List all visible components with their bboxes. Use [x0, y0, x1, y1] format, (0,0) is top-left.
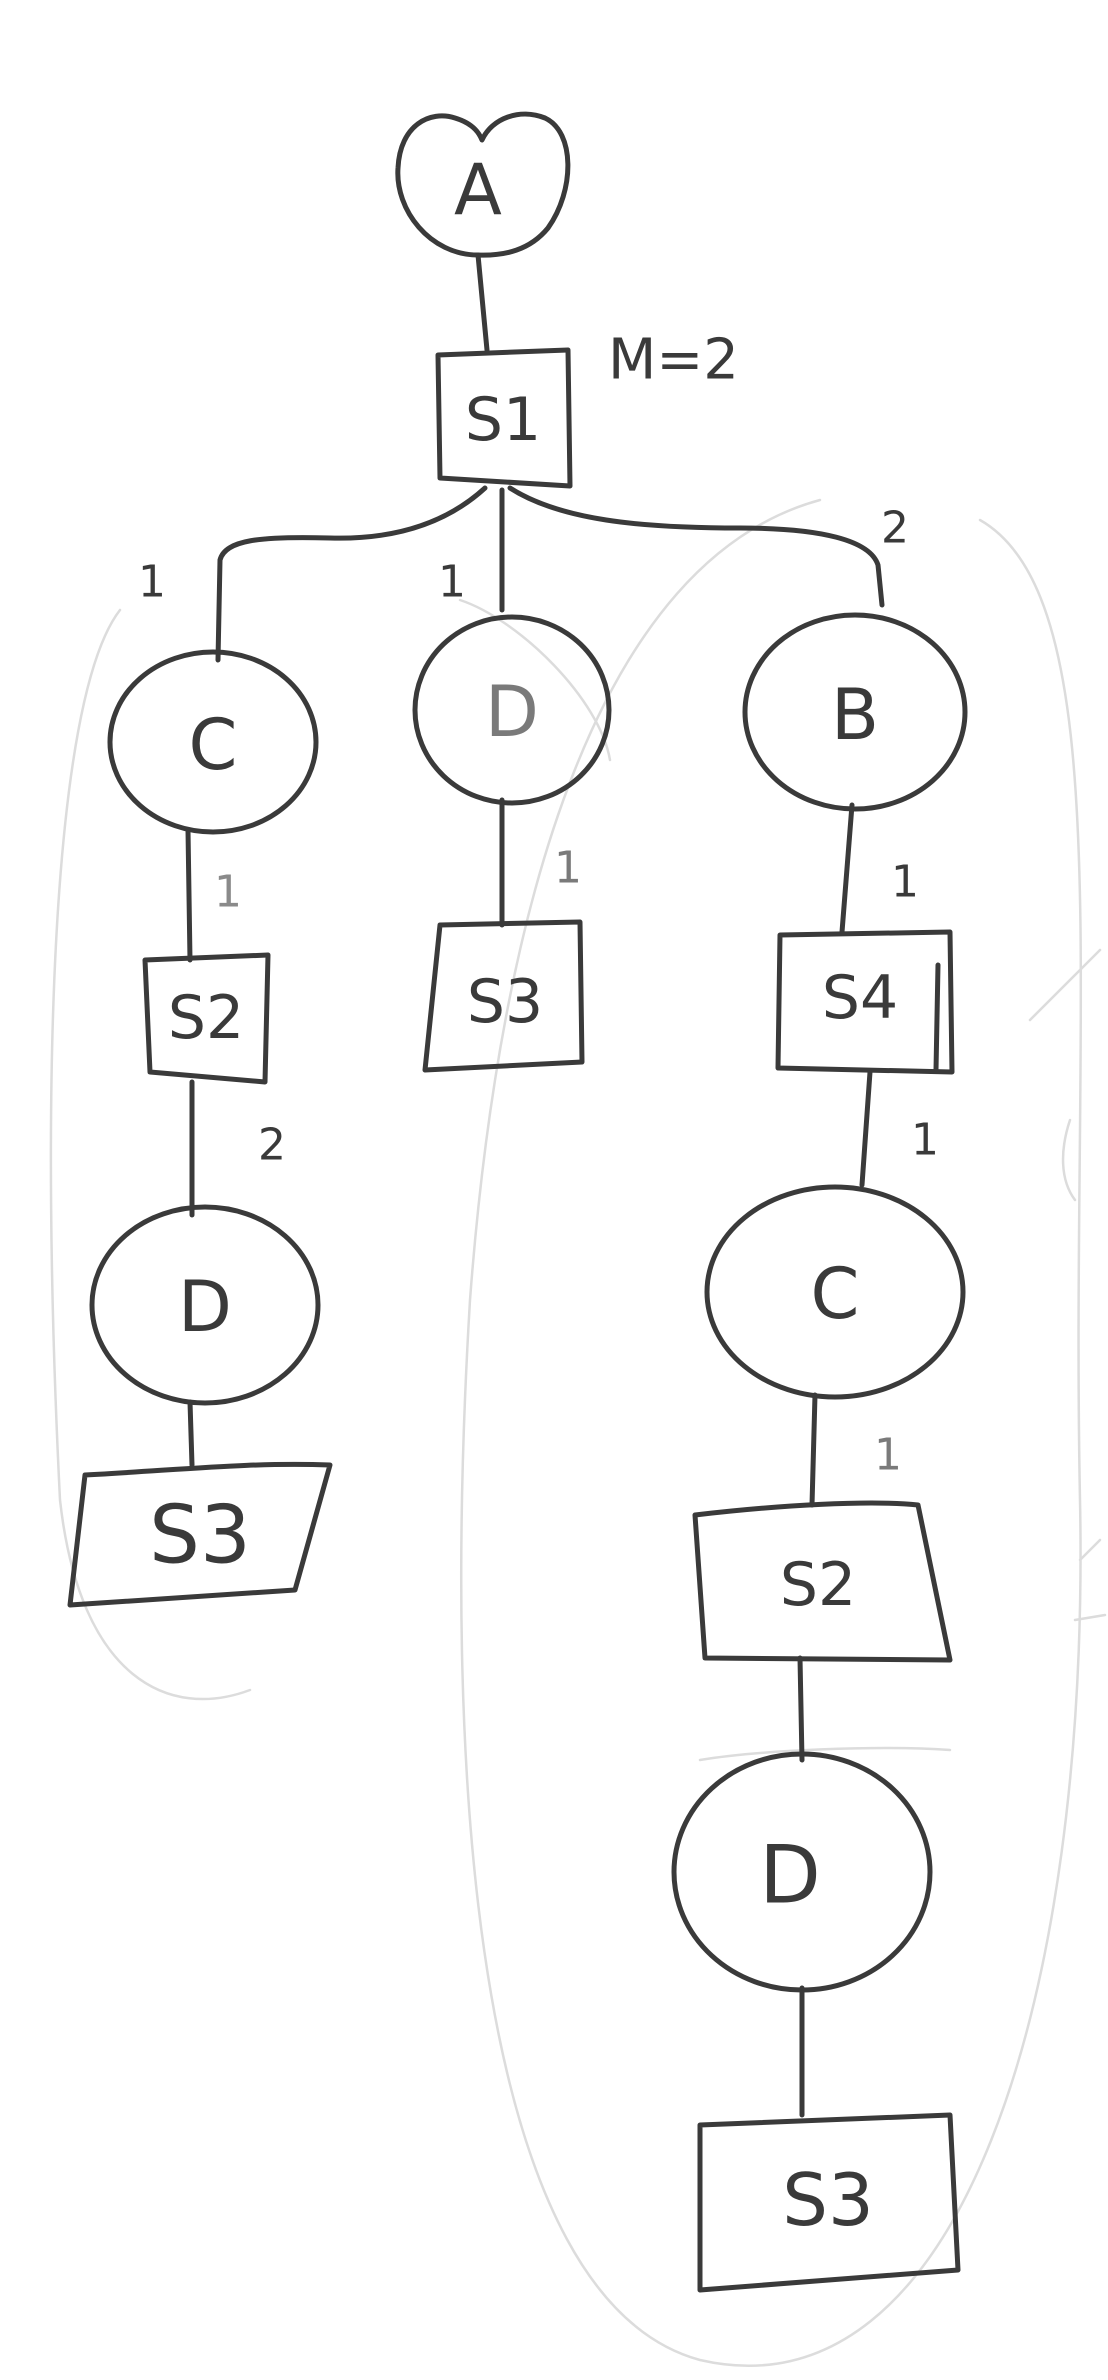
edge-s4-c	[859, 1069, 873, 1188]
node-s3-mid: S3	[422, 919, 585, 1073]
node-c-right: C	[704, 1184, 966, 1400]
svg-text:S3: S3	[782, 2158, 874, 2242]
svg-text:S2: S2	[168, 983, 244, 1053]
edge-label-s1-b: 2	[881, 503, 909, 554]
node-d-mid: D	[412, 614, 612, 806]
node-s3-right: S3	[697, 2112, 961, 2293]
edge-s1-c	[215, 485, 488, 663]
edge-d-s3-left	[187, 1399, 195, 1468]
svg-text:S2: S2	[780, 1550, 856, 1620]
node-s2-right: S2	[692, 1500, 953, 1663]
faint-group-outlines	[49, 498, 1107, 2367]
svg-text:D: D	[485, 671, 539, 753]
svg-text:S4: S4	[822, 963, 898, 1033]
node-a: A	[395, 111, 571, 258]
svg-text:B: B	[831, 674, 879, 756]
svg-text:D: D	[759, 1829, 821, 1922]
svg-text:S3: S3	[467, 967, 543, 1037]
svg-text:A: A	[454, 149, 502, 231]
edge-b-s4	[839, 802, 855, 935]
nodes: A S1 M=2 C S2 D S3 D	[67, 111, 968, 2293]
node-d-left: D	[89, 1204, 321, 1406]
svg-text:C: C	[811, 1253, 860, 1335]
svg-text:C: C	[189, 704, 238, 786]
edge-s2-d-right	[797, 1655, 805, 1763]
edge-s1-b	[507, 485, 885, 608]
node-s2-left: S2	[142, 952, 271, 1085]
node-d-right: D	[671, 1751, 933, 1993]
edge-label-c-s2-right: 1	[874, 1430, 902, 1481]
edge-label-s1-c: 1	[138, 557, 166, 608]
node-c-left: C	[107, 649, 319, 835]
edge-a-s1	[475, 252, 490, 353]
edge-label-s1-d: 1	[438, 557, 466, 608]
edge-label-d-s3: 1	[554, 843, 582, 894]
svg-text:S1: S1	[465, 385, 541, 455]
edge-labels: 1 1 2 1 2 1 1 1 1	[138, 503, 939, 1481]
node-s3-left: S3	[67, 1461, 333, 1608]
svg-text:S3: S3	[149, 1489, 251, 1582]
edges	[185, 252, 885, 2118]
edge-c-s2-right	[809, 1392, 818, 1508]
node-s4: S4	[775, 929, 955, 1075]
edge-label-b-s4: 1	[891, 857, 919, 908]
edge-label-s2-d: 2	[258, 1120, 286, 1171]
node-s1: S1 M=2	[435, 328, 739, 489]
node-b: B	[742, 612, 968, 812]
m-note: M=2	[608, 328, 739, 393]
edge-c-s2	[185, 827, 193, 963]
edge-label-c-s2: 1	[214, 867, 242, 918]
svg-text:D: D	[178, 1266, 232, 1348]
edge-label-s4-c: 1	[911, 1115, 939, 1166]
